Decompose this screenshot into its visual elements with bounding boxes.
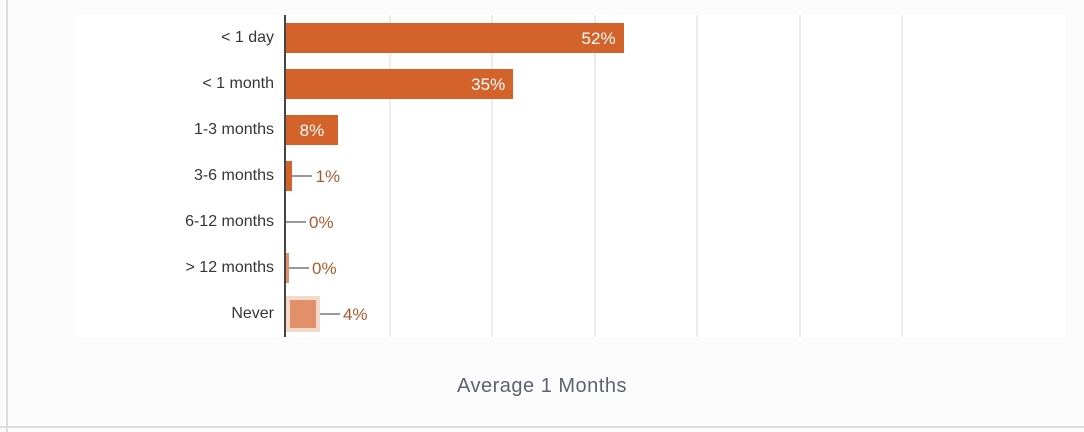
gridline bbox=[388, 15, 391, 337]
bar-12-months[interactable] bbox=[286, 253, 289, 283]
bar-1-3-months[interactable]: 8% bbox=[286, 115, 338, 145]
category-label-12-months: > 12 months bbox=[185, 259, 275, 276]
chart-row-never: 4% bbox=[286, 291, 1065, 337]
gridline bbox=[593, 15, 596, 337]
value-label-1-day: 52% bbox=[581, 28, 616, 48]
x-axis-title: Average 1 Months bbox=[457, 375, 627, 397]
gridline bbox=[696, 15, 699, 337]
leader-line-3-6-months bbox=[292, 175, 313, 177]
bar-1-month[interactable]: 35% bbox=[286, 69, 514, 99]
gridline bbox=[901, 15, 904, 337]
chart-row-3-6-months: 1% bbox=[286, 153, 1065, 199]
chart-row-1-3-months: 8% bbox=[286, 107, 1065, 153]
category-label-6-12-months: 6-12 months bbox=[185, 213, 274, 230]
category-axis-labels: < 1 day < 1 month 1-3 months 3-6 months 6-12… bbox=[0, 15, 284, 337]
category-label-3-6-months: 3-6 months bbox=[193, 167, 274, 184]
chart-row-1-day: 52% bbox=[286, 15, 1065, 61]
y-axis-line bbox=[284, 15, 286, 337]
category-label-1-3-months: 1-3 months bbox=[193, 121, 274, 138]
bar-rows: 52% 35% 8% 1% 0% 0% 4% bbox=[286, 15, 1065, 337]
value-label-3-6-months: 1% bbox=[315, 166, 341, 186]
gridlines bbox=[286, 15, 1065, 337]
card-left-border bbox=[6, 0, 8, 432]
value-label-never: 4% bbox=[342, 304, 368, 324]
gridline bbox=[798, 15, 801, 337]
value-label-6-12-months: 0% bbox=[309, 212, 334, 232]
card-bottom-border bbox=[0, 426, 1084, 428]
category-label-never: Never bbox=[231, 305, 274, 322]
value-label-12-months: 0% bbox=[312, 258, 337, 278]
value-label-1-month: 35% bbox=[471, 74, 506, 94]
plot-background bbox=[76, 15, 1065, 337]
bar-never[interactable] bbox=[290, 300, 316, 328]
bar-1-day[interactable]: 52% bbox=[286, 23, 624, 53]
chart-row-1-month: 35% bbox=[286, 61, 1065, 107]
leader-line-6-12-months bbox=[286, 221, 306, 223]
category-label-1-day: < 1 day bbox=[221, 29, 274, 46]
chart-row-6-12-months: 0% bbox=[286, 199, 1065, 245]
leader-line-12-months bbox=[289, 267, 309, 269]
bar-rim-never bbox=[286, 296, 320, 332]
gridline bbox=[491, 15, 494, 337]
bar-3-6-months[interactable] bbox=[286, 161, 293, 191]
chart-row-12-months: 0% bbox=[286, 245, 1065, 291]
value-label-1-3-months: 8% bbox=[299, 120, 325, 140]
category-label-1-month: < 1 month bbox=[202, 75, 274, 92]
leader-line-never bbox=[319, 313, 340, 315]
